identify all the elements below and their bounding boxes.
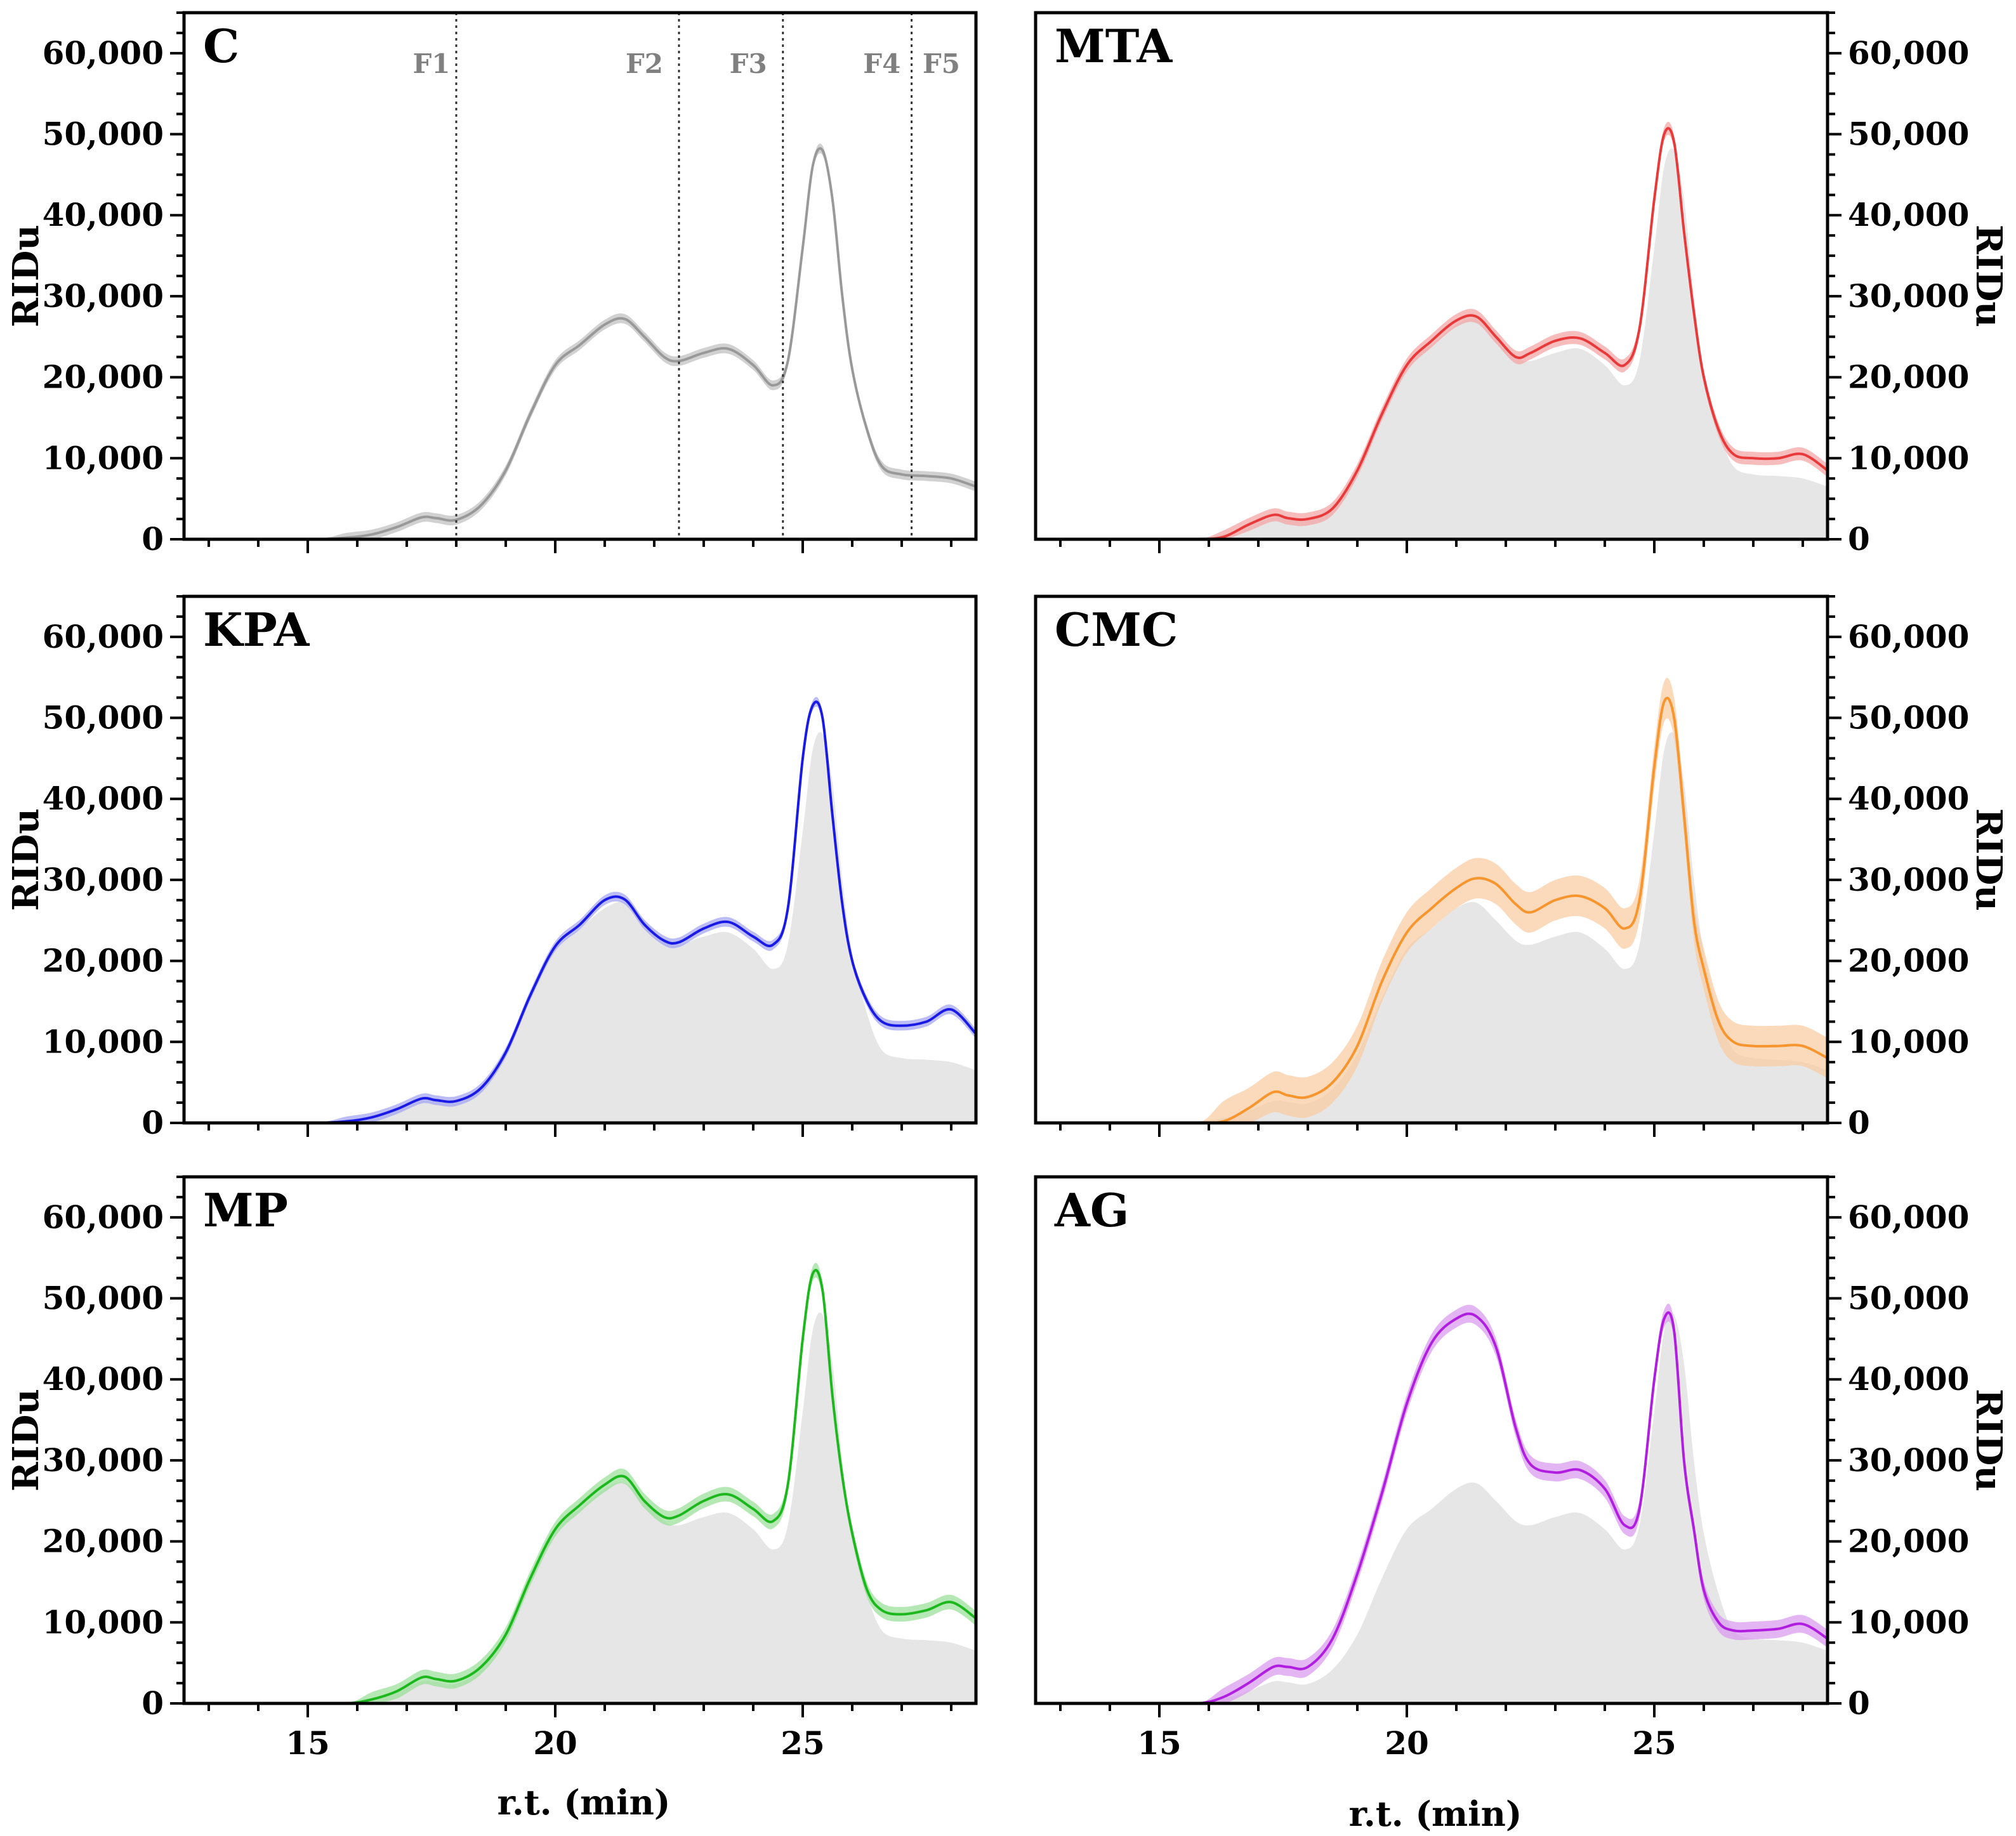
series-line-cmc	[1036, 697, 1828, 1123]
fraction-label-f5: F5	[923, 48, 960, 79]
series-band-cmc	[1036, 678, 1828, 1123]
plot-area	[1036, 678, 1828, 1123]
y-tick-label: 10,000	[43, 1603, 164, 1641]
panel-mp: MP 0 10,000 20,000 30,000 40,000 50,000 60,000 R…	[5, 1175, 978, 1762]
panel-label: C	[203, 19, 239, 73]
y-tick-label: 10,000	[43, 1023, 164, 1060]
y-tick-label: 40,000	[1848, 780, 1969, 817]
y-tick-label: 60,000	[1848, 34, 1969, 72]
panel-cmc: CMC 0 10,000 20,000 30,000 40,000 50,000 60,000…	[1034, 594, 2010, 1141]
y-tick-label: 40,000	[43, 1360, 164, 1398]
panel-mta: MTA 0 10,000 20,000 30,000 40,000 50,000 60,000…	[1034, 11, 2010, 558]
y-tick-label: 60,000	[43, 618, 164, 655]
y-tick-label: 50,000	[43, 115, 164, 153]
panel-label: KPA	[203, 603, 310, 657]
panel-c: F1 F2 F3 F4 F5 C 0 10,000 20,000 30,000 40,000 50,0…	[5, 11, 978, 558]
y-axis-title: RIDu	[5, 1389, 47, 1492]
y-tick-label: 50,000	[1848, 115, 1969, 153]
y-tick-label: 20,000	[43, 942, 164, 980]
y-tick-label: 40,000	[43, 780, 164, 817]
fraction-label-f1: F1	[412, 48, 450, 79]
y-tick-label: 0	[142, 1684, 164, 1722]
y-tick-label: 20,000	[43, 1523, 164, 1560]
x-tick-label: 25	[781, 1724, 825, 1762]
y-tick-label: 10,000	[1848, 1023, 1969, 1060]
fraction-label-f4: F4	[863, 48, 900, 79]
panel-ag: AG 0 10,000 20,000 30,000 40,000 50,000 60,000 R…	[1034, 1175, 2010, 1762]
x-tick-label: 20	[533, 1724, 577, 1762]
panel-label: AG	[1054, 1183, 1129, 1237]
y-tick-label: 30,000	[43, 1441, 164, 1479]
series-line-c	[184, 147, 976, 539]
y-tick-label: 30,000	[1848, 277, 1969, 315]
y-tick-label: 50,000	[43, 699, 164, 737]
y-tick-label: 10,000	[43, 439, 164, 476]
y-tick-label: 20,000	[1848, 1523, 1969, 1560]
y-tick-label: 60,000	[1848, 1198, 1969, 1236]
x-tick-label: 25	[1632, 1724, 1677, 1762]
y-tick-label: 30,000	[1848, 861, 1969, 898]
panel-label: CMC	[1055, 603, 1178, 657]
y-tick-label: 0	[142, 1104, 164, 1141]
reference-area-c	[1036, 1312, 1828, 1703]
reference-area-c	[184, 731, 976, 1123]
x-tick-label: 15	[286, 1724, 330, 1762]
y-tick-label: 10,000	[1848, 439, 1969, 476]
y-tick-label: 0	[142, 520, 164, 558]
y-tick-label: 20,000	[1848, 942, 1969, 980]
x-tick-label: 15	[1137, 1724, 1182, 1762]
y-tick-label: 50,000	[1848, 1280, 1969, 1317]
panel-label: MTA	[1055, 19, 1173, 73]
y-tick-label: 30,000	[1848, 1441, 1969, 1479]
series-line-ag	[1036, 1311, 1828, 1703]
y-tick-label: 0	[1848, 1684, 1870, 1722]
y-tick-label: 60,000	[43, 34, 164, 72]
panel-kpa: KPA 0 10,000 20,000 30,000 40,000 50,000 60,000…	[5, 594, 978, 1141]
y-tick-label: 30,000	[43, 277, 164, 315]
reference-area-c	[1036, 148, 1828, 539]
y-tick-label: 50,000	[43, 1280, 164, 1317]
series-band-c	[184, 143, 976, 539]
plot-area	[184, 143, 976, 539]
plot-area	[184, 1262, 976, 1703]
series-line-kpa	[184, 700, 976, 1123]
y-tick-label: 0	[1848, 520, 1870, 558]
series-line-mta	[1036, 127, 1828, 539]
plot-area	[1036, 1304, 1828, 1703]
y-axis-title: RIDu	[1968, 225, 2010, 327]
y-tick-label: 0	[1848, 1104, 1870, 1141]
fraction-label-f2: F2	[626, 48, 663, 79]
x-axis-title-right: r.t. (min)	[1349, 1793, 1522, 1834]
reference-area-c	[184, 1312, 976, 1703]
y-tick-label: 40,000	[43, 196, 164, 233]
y-axis-title: RIDu	[1968, 1389, 2010, 1492]
y-tick-label: 20,000	[1848, 358, 1969, 396]
fraction-label-f3: F3	[730, 48, 767, 79]
panel-label: MP	[203, 1183, 288, 1237]
y-tick-label: 40,000	[1848, 1360, 1969, 1398]
y-axis-title: RIDu	[1968, 808, 2010, 911]
y-axis-title: RIDu	[5, 225, 47, 327]
panels-group: F1 F2 F3 F4 F5 C 0 10,000 20,000 30,000 40,000 50,0…	[5, 11, 2010, 1762]
plot-area	[1036, 122, 1828, 539]
reference-area-c	[1036, 731, 1828, 1123]
plot-frame	[182, 11, 978, 541]
y-tick-label: 20,000	[43, 358, 164, 396]
x-tick-label: 20	[1385, 1724, 1429, 1762]
series-line-mp	[184, 1269, 976, 1703]
y-axis-title: RIDu	[5, 808, 47, 911]
y-tick-label: 10,000	[1848, 1603, 1969, 1641]
y-tick-label: 60,000	[1848, 618, 1969, 655]
plot-area	[184, 697, 976, 1123]
y-tick-label: 60,000	[43, 1198, 164, 1236]
y-tick-label: 30,000	[43, 861, 164, 898]
y-tick-label: 40,000	[1848, 196, 1969, 233]
y-tick-label: 50,000	[1848, 699, 1969, 737]
x-axis-title-left: r.t. (min)	[497, 1782, 671, 1823]
